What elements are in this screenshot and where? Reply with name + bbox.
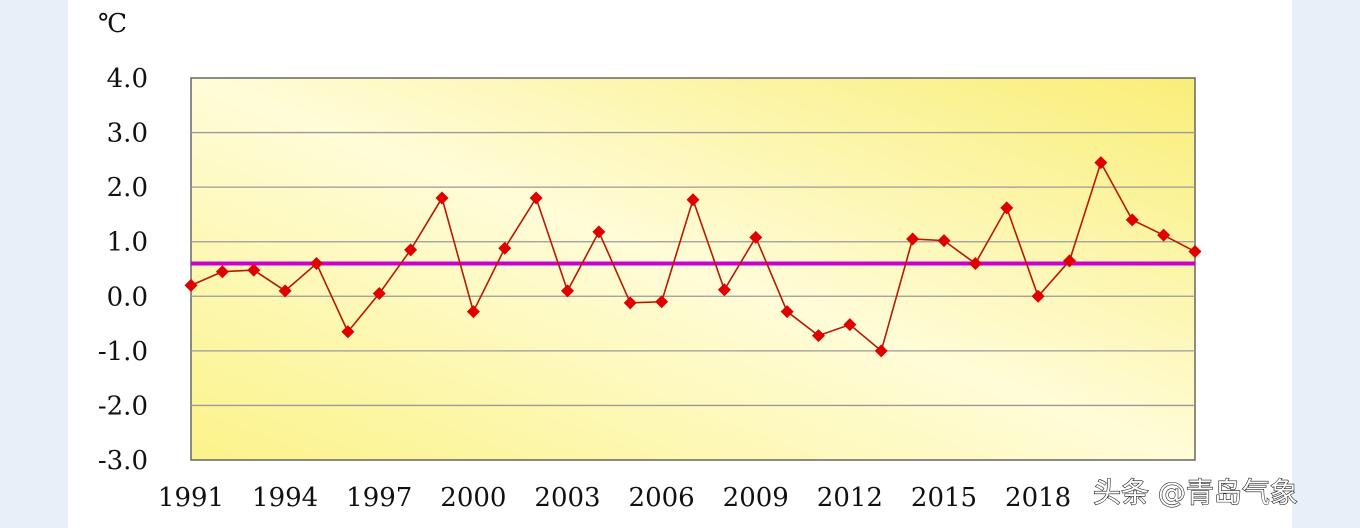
data-point-marker — [341, 325, 355, 339]
data-point-marker — [404, 243, 418, 257]
y-unit-label: ℃ — [98, 9, 127, 39]
x-tick-label: 1991 — [158, 483, 224, 513]
y-tick-label: 4.0 — [107, 64, 148, 94]
data-point-marker — [874, 344, 888, 358]
x-tick-label: 2009 — [723, 483, 789, 513]
data-point-marker — [372, 287, 386, 301]
data-point-marker — [686, 193, 700, 207]
data-point-marker — [184, 278, 198, 292]
y-tick-label: 2.0 — [107, 173, 148, 203]
data-point-marker — [247, 263, 261, 277]
data-point-marker — [498, 241, 512, 255]
x-tick-label: 2018 — [1005, 483, 1071, 513]
data-point-marker — [561, 284, 574, 298]
data-point-marker — [1188, 245, 1202, 259]
y-tick-label: -2.0 — [98, 391, 148, 421]
data-point-marker — [843, 318, 857, 332]
y-tick-label: -3.0 — [98, 446, 148, 476]
data-point-marker — [1063, 254, 1076, 268]
data-point-marker — [215, 265, 229, 279]
data-point-marker — [1094, 156, 1108, 170]
data-point-marker — [1000, 201, 1014, 215]
x-tick-label: 1994 — [252, 483, 318, 513]
x-tick-label: 2006 — [629, 483, 695, 513]
y-tick-label: 1.0 — [107, 228, 148, 258]
data-point-marker — [466, 305, 480, 319]
plot-area — [190, 77, 1196, 461]
data-point-marker — [749, 230, 763, 244]
x-tick-label: 2015 — [911, 483, 977, 513]
data-point-marker — [780, 305, 794, 319]
data-point-marker — [1157, 228, 1171, 242]
data-point-marker — [623, 296, 637, 310]
data-point-marker — [968, 257, 982, 271]
x-tick-label: 1997 — [346, 483, 412, 513]
data-point-marker — [1031, 289, 1045, 303]
y-tick-label: 3.0 — [107, 119, 148, 149]
data-point-marker — [592, 225, 606, 239]
data-point-marker — [278, 284, 292, 298]
data-point-marker — [812, 329, 825, 343]
data-point-marker — [655, 295, 669, 309]
data-point-marker — [906, 232, 920, 246]
watermark-text: 头条 @青岛气象 — [1093, 476, 1298, 509]
data-point-marker — [1125, 213, 1139, 227]
x-tick-label: 2012 — [817, 483, 883, 513]
data-point-marker — [937, 234, 951, 248]
x-tick-label: 2000 — [440, 483, 506, 513]
y-tick-label: 0.0 — [107, 282, 148, 312]
x-tick-label: 2003 — [534, 483, 600, 513]
data-point-marker — [717, 283, 731, 297]
data-point-marker — [310, 257, 323, 271]
data-point-marker — [529, 191, 543, 205]
data-point-marker — [435, 191, 449, 205]
y-tick-label: -1.0 — [98, 337, 148, 367]
